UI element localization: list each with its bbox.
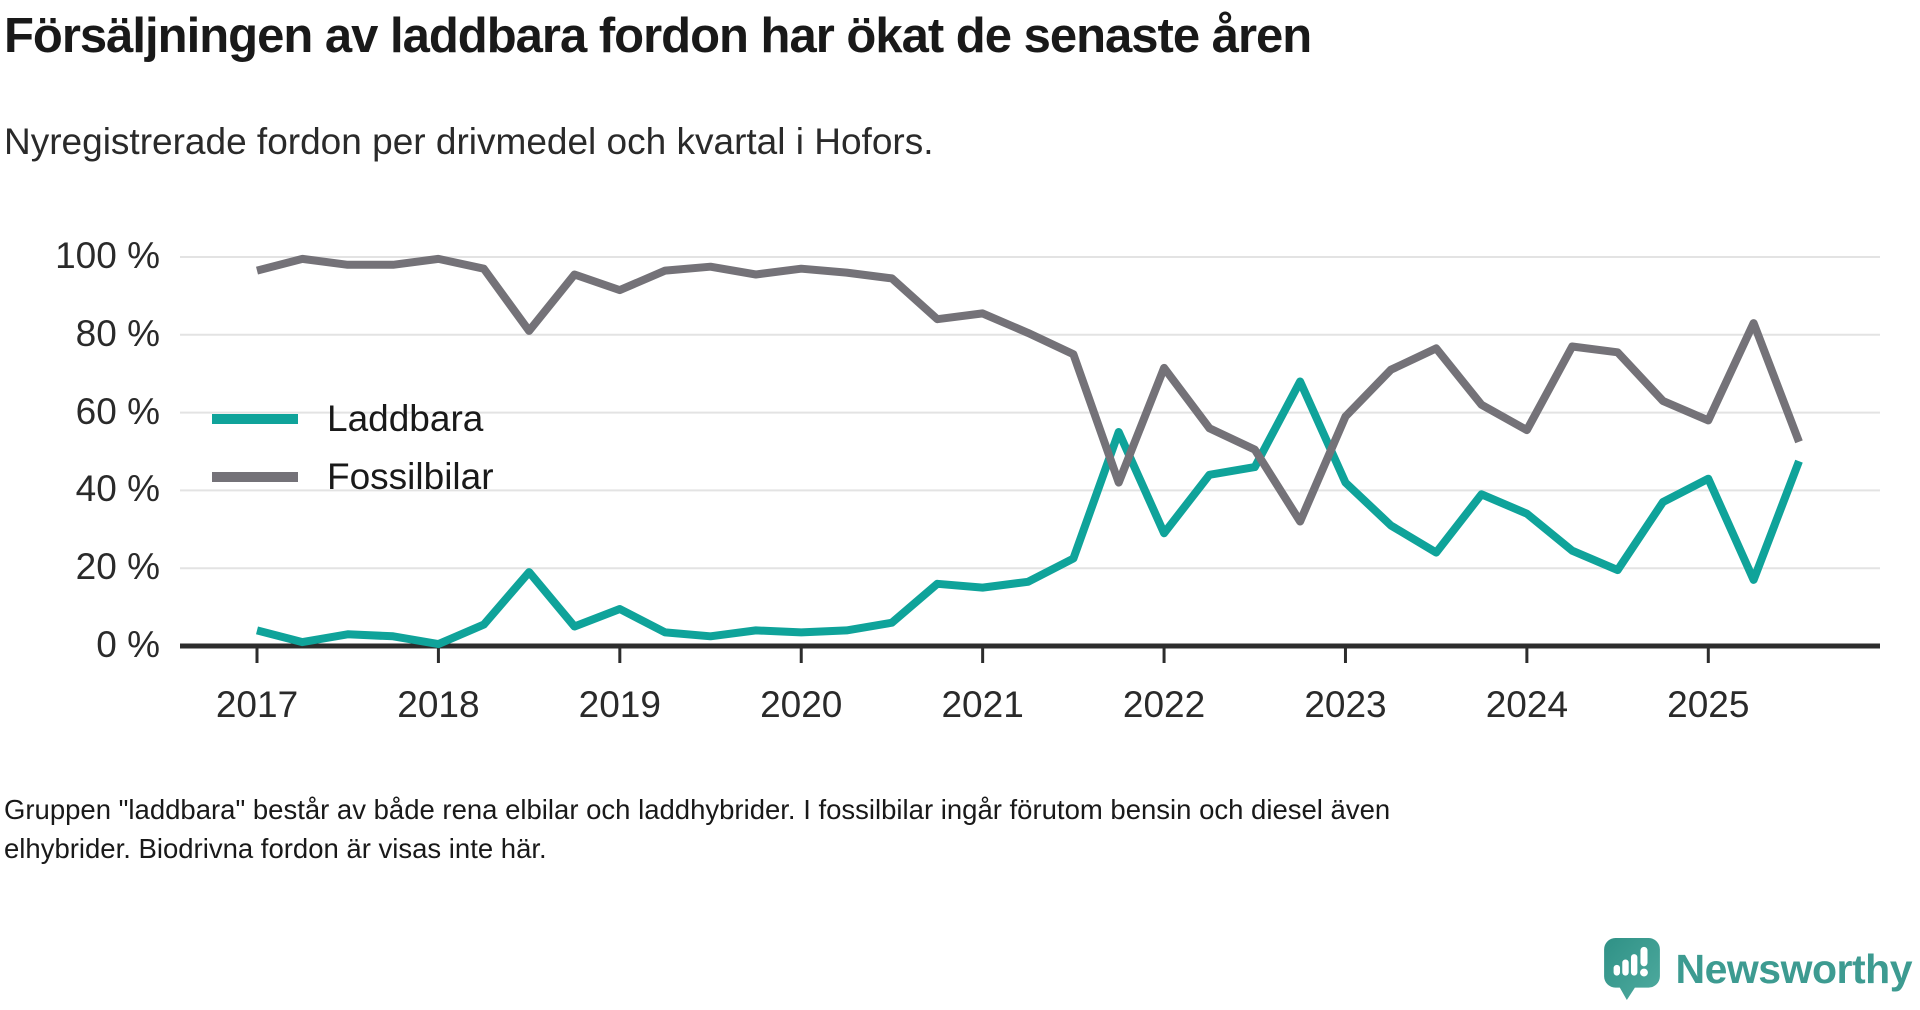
x-axis-label: 2019 [578, 684, 661, 725]
chart-legend: Laddbara Fossilbilar [212, 394, 494, 510]
chart-subtitle: Nyregistrerade fordon per drivmedel och … [4, 121, 934, 162]
legend-item-laddbara: Laddbara [212, 394, 494, 444]
chart-footnote: Gruppen "laddbara" består av både rena e… [4, 790, 1904, 868]
newsworthy-icon [1603, 938, 1660, 1000]
y-axis-label: 20 % [75, 546, 160, 588]
y-axis-label: 60 % [75, 390, 160, 432]
fossilbilar-swatch [212, 472, 298, 482]
x-axis-label: 2017 [215, 684, 299, 725]
x-axis-label: 2021 [941, 684, 1024, 725]
laddbara-line [256, 377, 1803, 649]
fossilbilar-line [256, 254, 1803, 526]
legend-item-fossilbilar: Fossilbilar [212, 452, 494, 502]
y-axis-label: 0 % [96, 624, 160, 665]
laddbara-swatch [212, 414, 298, 424]
x-axis-label: 2022 [1122, 684, 1206, 725]
footnote-line2: elhybrider. Biodrivna fordon är visas in… [4, 833, 547, 864]
footnote-line1: Gruppen "laddbara" består av både rena e… [4, 794, 1391, 825]
x-axis-label: 2020 [760, 684, 843, 725]
newsworthy-wordmark: Newsworthy [1675, 945, 1913, 992]
x-axis-label: 2018 [397, 684, 480, 725]
newsworthy-logo: Newsworthy [1603, 938, 1913, 1000]
y-axis-label: 100 % [55, 235, 160, 276]
x-axis-label: 2025 [1667, 684, 1750, 725]
page-title: Försäljningen av laddbara fordon har öka… [4, 9, 1312, 63]
legend-label-fossilbilar: Fossilbilar [327, 456, 494, 497]
x-axis-label: 2024 [1485, 684, 1569, 725]
legend-label-laddbara: Laddbara [327, 398, 484, 439]
y-axis-label: 80 % [75, 312, 160, 354]
x-axis-label: 2023 [1304, 684, 1387, 725]
y-axis-label: 40 % [75, 468, 160, 510]
